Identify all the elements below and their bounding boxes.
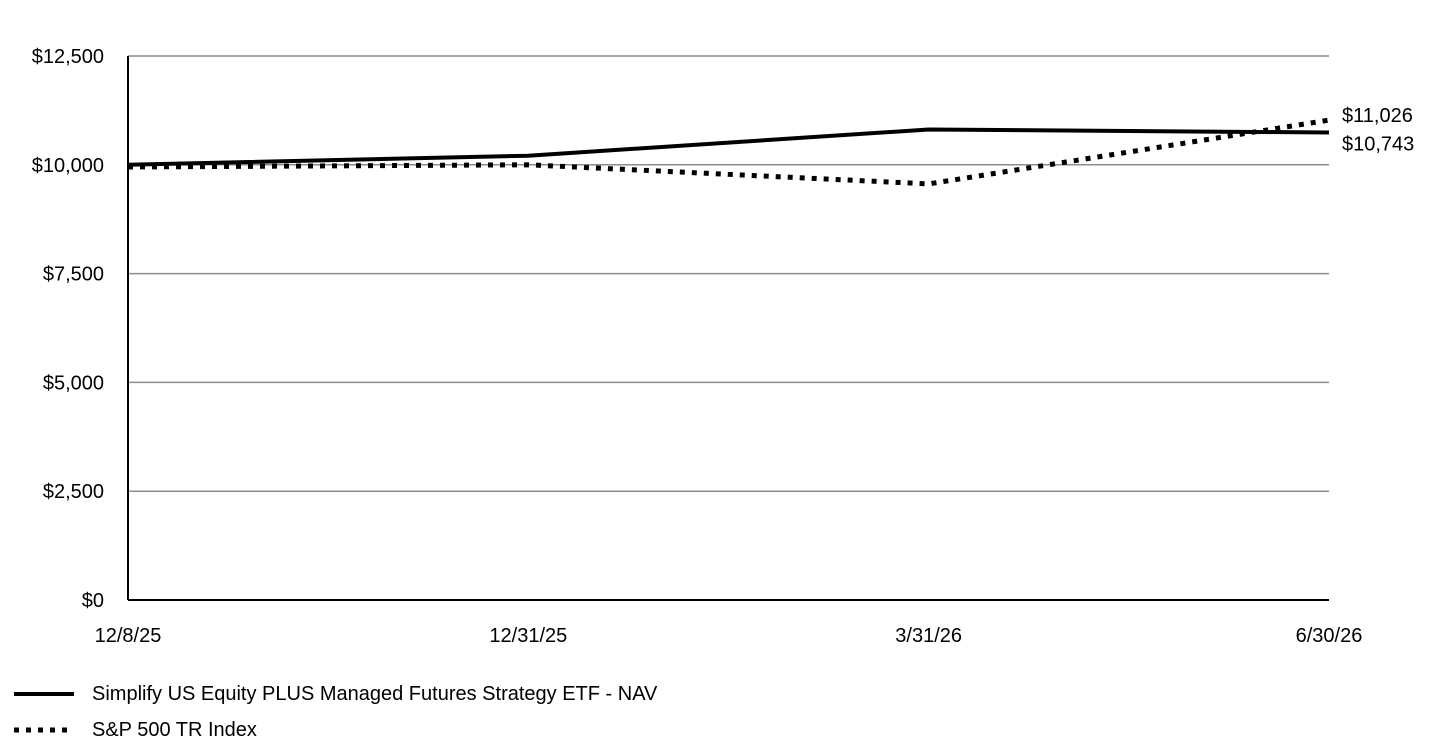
end-value-label: $11,026 — [1342, 105, 1413, 127]
legend-item-index: S&P 500 TR Index — [14, 712, 657, 748]
x-tick-label: 12/8/25 — [95, 625, 162, 647]
gridlines — [128, 55, 1329, 492]
x-tick-label: 12/31/25 — [489, 625, 567, 647]
end-value-label: $10,743 — [1342, 133, 1414, 155]
y-tick-label: $2,500 — [43, 481, 104, 503]
legend-swatch-solid — [14, 691, 74, 697]
x-tick-label: 3/31/26 — [895, 625, 962, 647]
legend-item-nav: Simplify US Equity PLUS Managed Futures … — [14, 676, 657, 712]
x-tick-label: 6/30/26 — [1296, 625, 1363, 647]
legend-label-nav: Simplify US Equity PLUS Managed Futures … — [92, 682, 658, 705]
legend-swatch-dotted — [14, 727, 74, 733]
axes — [127, 56, 1329, 601]
legend-label-index: S&P 500 TR Index — [92, 718, 257, 741]
x-tick-labels: 12/8/25 12/31/25 3/31/26 6/30/26 — [95, 625, 1363, 647]
end-labels: $10,743 $11,026 — [1342, 105, 1414, 155]
y-tick-labels: $0 $2,500 $5,000 $7,500 $10,000 $12,500 — [32, 46, 104, 612]
legend: Simplify US Equity PLUS Managed Futures … — [14, 676, 657, 748]
y-tick-label: $12,500 — [32, 46, 104, 68]
y-tick-label: $7,500 — [43, 264, 104, 286]
y-tick-label: $5,000 — [43, 372, 104, 394]
series-line-nav — [127, 127, 1330, 167]
series-lines — [127, 117, 1330, 187]
series-line-index — [127, 117, 1330, 187]
y-tick-label: $0 — [82, 590, 104, 612]
y-tick-label: $10,000 — [32, 155, 104, 177]
